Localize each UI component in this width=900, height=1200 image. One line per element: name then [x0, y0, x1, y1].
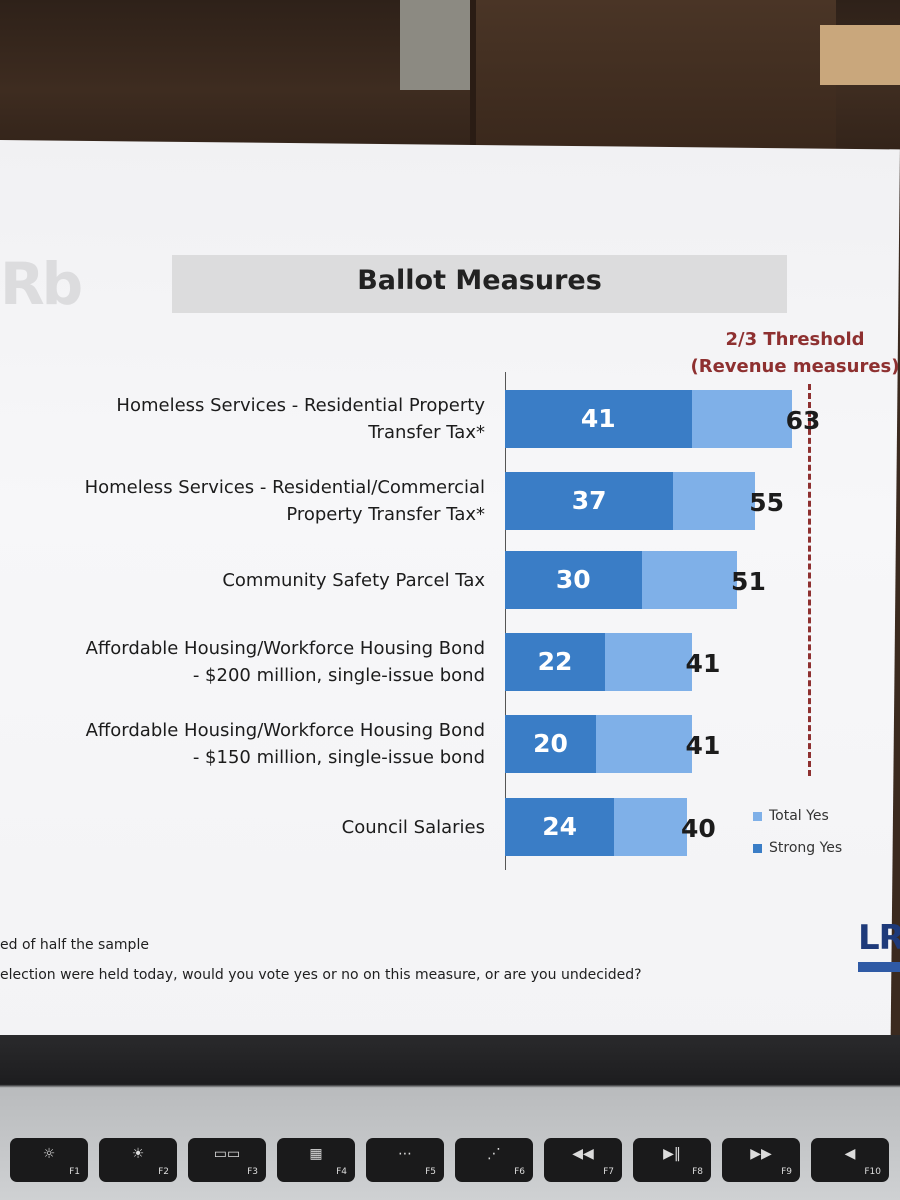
function-key: ◀ F10 [811, 1138, 889, 1182]
category-label-line: Community Safety Parcel Tax [222, 569, 485, 591]
background-shelf [820, 25, 900, 85]
category-label: Homeless Services - Residential/Commerci… [20, 474, 485, 528]
category-axis [505, 372, 506, 870]
function-key-label: F8 [692, 1167, 703, 1177]
category-label-line: - $150 million, single-issue bond [192, 747, 485, 768]
bar-strong-yes [505, 472, 674, 530]
category-label-line: Affordable Housing/Workforce Housing Bon… [85, 720, 485, 741]
function-key-label: F1 [69, 1167, 80, 1177]
footnote-sample: ed of half the sample [0, 937, 149, 953]
chart-title: Ballot Measures [357, 265, 602, 296]
function-key: ▭▭ F3 [188, 1138, 266, 1182]
data-label-strong-yes: 30 [555, 565, 591, 594]
function-key-label: F7 [603, 1167, 614, 1177]
category-label-line: Homeless Services - Residential Property [116, 395, 485, 416]
background-window [400, 0, 475, 90]
function-key: ☼ F1 [10, 1138, 88, 1182]
function-key-icon: ▶‖ [663, 1146, 681, 1162]
function-key-icon: ▭▭ [213, 1146, 241, 1162]
data-label-total-yes: 55 [749, 488, 785, 517]
brand-logo: LR [858, 918, 900, 958]
function-key: ▶▶ F9 [722, 1138, 800, 1182]
function-key: ▦ F4 [277, 1138, 355, 1182]
function-key-icon: ⋯ [398, 1146, 412, 1162]
legend-label-total-yes: Total Yes [769, 808, 829, 824]
legend-item-total-yes: Total Yes [753, 806, 842, 838]
function-key-icon: ⋰ [487, 1146, 501, 1162]
bar-strong-yes [505, 390, 692, 448]
category-label-line: - $200 million, single-issue bond [192, 665, 485, 686]
footnote-question: election were held today, would you vote… [0, 967, 642, 983]
function-key-icon: ◀◀ [572, 1146, 594, 1162]
bar-strong-yes [505, 551, 642, 609]
wood-cabinet [470, 0, 836, 150]
category-label: Affordable Housing/Workforce Housing Bon… [20, 717, 485, 771]
legend-swatch-total-yes [753, 812, 762, 821]
data-label-total-yes: 63 [785, 406, 821, 435]
category-label: Homeless Services - Residential Property… [20, 392, 485, 446]
legend-swatch-strong-yes [753, 844, 762, 853]
threshold-label-line1: 2/3 Threshold [725, 329, 865, 350]
category-label: Council Salaries [20, 814, 485, 841]
threshold-line [808, 384, 812, 776]
function-key: ▶‖ F8 [633, 1138, 711, 1182]
brand-logo-bar [858, 962, 900, 972]
threshold-label-line2: (Revenue measures) [690, 356, 900, 377]
threshold-label: 2/3 Threshold (Revenue measures) [690, 326, 900, 380]
function-key-label: F2 [158, 1167, 169, 1177]
category-label: Affordable Housing/Workforce Housing Bon… [20, 635, 485, 689]
category-label-line: Council Salaries [341, 816, 485, 838]
function-key-row: ☼ F1 ☀ F2 ▭▭ F3 ▦ F4 ⋯ F5 ⋰ F6 ◀◀ F7 ▶‖ F8 ▶▶ F9 ◀ F10 [0, 1138, 900, 1188]
category-label: Community Safety Parcel Tax [20, 567, 485, 594]
data-label-strong-yes: 22 [537, 647, 573, 676]
chart-legend: Total Yes Strong Yes [753, 806, 842, 870]
function-key: ☀ F2 [99, 1138, 177, 1182]
function-key: ⋯ F5 [366, 1138, 444, 1182]
function-key-icon: ▦ [309, 1146, 323, 1162]
category-label-line: Transfer Tax* [368, 422, 485, 443]
category-label-line: Homeless Services - Residential/Commerci… [84, 477, 485, 498]
function-key-icon: ☼ [42, 1146, 56, 1162]
function-key-label: F9 [781, 1167, 792, 1177]
function-key: ⋰ F6 [455, 1138, 533, 1182]
bar-strong-yes [505, 633, 606, 691]
data-label-strong-yes: 24 [542, 812, 577, 841]
data-label-strong-yes: 20 [533, 729, 568, 758]
function-key-label: F10 [864, 1167, 881, 1177]
legend-item-strong-yes: Strong Yes [753, 838, 842, 870]
data-label-total-yes: 40 [681, 814, 716, 843]
function-key: ◀◀ F7 [544, 1138, 622, 1182]
data-label-total-yes: 51 [731, 567, 766, 596]
data-label-total-yes: 41 [685, 649, 721, 678]
function-key-icon: ▶▶ [750, 1146, 772, 1162]
data-label-strong-yes: 37 [571, 486, 607, 515]
function-key-label: F4 [336, 1167, 347, 1177]
function-key-icon: ◀ [844, 1146, 856, 1162]
function-key-label: F6 [514, 1167, 525, 1177]
function-key-label: F3 [247, 1167, 258, 1177]
data-label-total-yes: 41 [685, 731, 721, 760]
title-bar [172, 255, 787, 313]
faded-logo: Rb [0, 250, 83, 318]
function-key-icon: ☀ [131, 1146, 145, 1162]
category-label-line: Property Transfer Tax* [286, 504, 485, 525]
bar-strong-yes [505, 715, 596, 773]
function-key-label: F5 [425, 1167, 436, 1177]
category-label-line: Affordable Housing/Workforce Housing Bon… [85, 638, 485, 659]
legend-label-strong-yes: Strong Yes [769, 840, 843, 856]
bar-strong-yes [505, 798, 615, 856]
data-label-strong-yes: 41 [580, 404, 616, 433]
